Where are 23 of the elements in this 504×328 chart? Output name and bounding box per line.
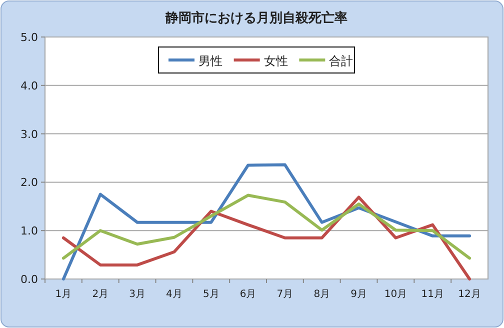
legend-label: 男性: [198, 54, 222, 68]
x-tick-label: 10月: [384, 289, 408, 300]
chart-title: 静岡市における月別自殺死亡率: [164, 10, 348, 26]
x-tick-label: 7月: [276, 289, 294, 300]
y-tick-label: 5.0: [20, 31, 38, 44]
x-tick-label: 3月: [129, 289, 146, 300]
x-tick-label: 6月: [240, 289, 256, 300]
x-tick-label: 11月: [421, 289, 444, 300]
y-tick-label: 1.0: [20, 224, 38, 238]
y-tick-label: 4.0: [20, 79, 38, 92]
x-tick-label: 4月: [166, 289, 182, 300]
x-tick-label: 2月: [92, 289, 109, 300]
x-tick-label: 1月: [55, 289, 72, 300]
x-tick-label: 5月: [202, 289, 220, 300]
y-tick-label: 0.0: [20, 273, 38, 286]
legend-label: 合計: [329, 54, 354, 68]
x-tick-label: 9月: [350, 289, 367, 300]
line-series: [62, 194, 472, 260]
x-tick-label: 8月: [314, 289, 330, 300]
legend-label: 女性: [264, 54, 288, 68]
y-tick-label: 3.0: [20, 128, 38, 141]
x-tick-label: 12月: [458, 289, 481, 300]
y-tick-label: 2.0: [20, 176, 38, 190]
